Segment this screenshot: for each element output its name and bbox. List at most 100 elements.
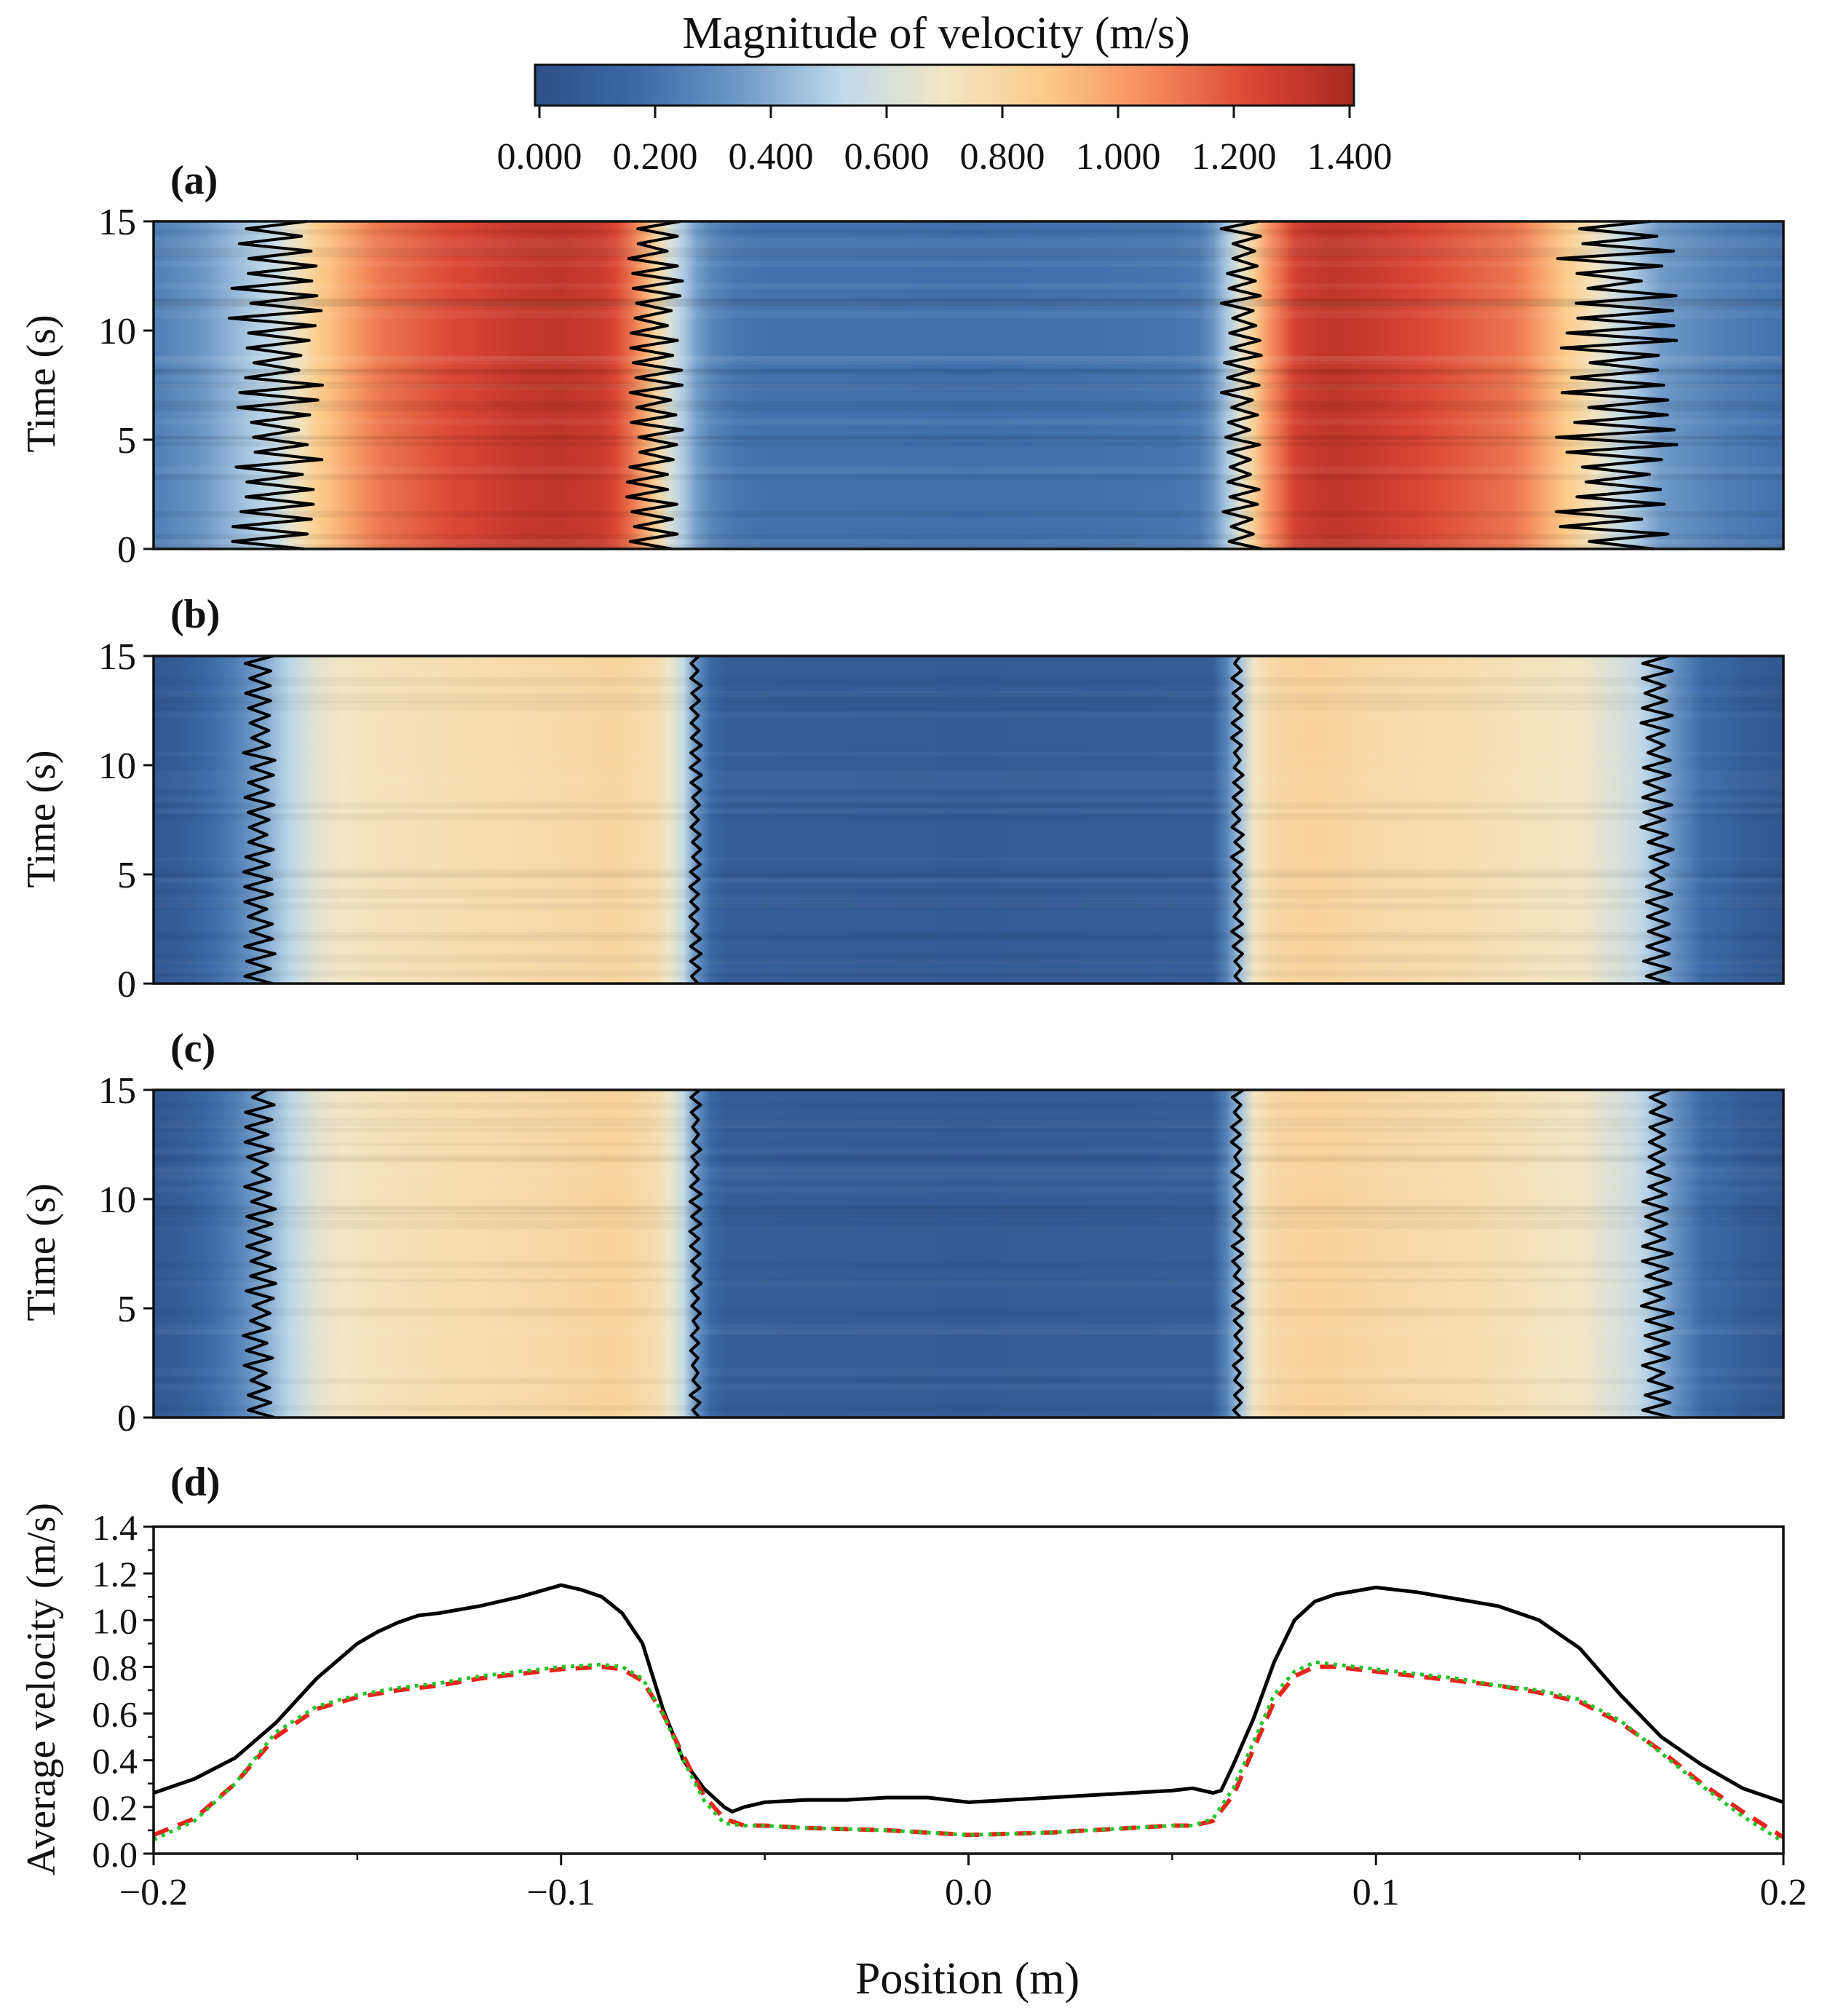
heatmap-streak — [154, 1212, 1783, 1219]
heatmap-streak — [154, 283, 1783, 290]
heatmap-streak — [154, 889, 1783, 893]
y-tick-label: 0.6 — [92, 1694, 138, 1735]
heatmap-streak — [154, 544, 1783, 550]
contour-line — [688, 1088, 703, 1419]
contour-line — [625, 220, 684, 550]
y-tick-label: 0.8 — [92, 1647, 138, 1688]
contour-line — [242, 655, 277, 985]
heatmap-streak — [154, 813, 1783, 821]
heatmap-streak — [154, 1176, 1783, 1179]
colorbar-tick-label: 0.200 — [613, 136, 698, 178]
contour-line — [242, 1088, 277, 1419]
colorbar-tick-label: 0.600 — [844, 136, 930, 178]
heatmap-streak — [154, 1187, 1783, 1193]
heatmap-c — [154, 1090, 1783, 1418]
heatmap-streak — [154, 1169, 1783, 1171]
heatmap-streak — [154, 237, 1783, 248]
y-tick-label: 10 — [98, 311, 136, 352]
panel-d: (d) Average velocity (m/s) Position (m) … — [19, 1460, 1807, 2004]
x-tick-label: 0.1 — [1352, 1872, 1400, 1913]
heatmap-streak — [154, 873, 1783, 878]
y-tick-label: 0.2 — [92, 1787, 138, 1828]
contour-line — [1554, 220, 1679, 550]
heatmap-streak — [154, 247, 1783, 257]
x-tick-label: −0.2 — [119, 1872, 188, 1913]
heatmap-streak — [154, 1157, 1783, 1163]
heatmap-streak — [154, 1418, 1783, 1427]
heatmap-streak — [154, 382, 1783, 390]
heatmap-streak — [154, 752, 1783, 756]
heatmap-streak — [154, 1149, 1783, 1154]
panel-a-label: (a) — [170, 158, 218, 203]
colorbar-tick-label: 0.000 — [497, 136, 582, 178]
y-tick-label: 5 — [117, 420, 136, 462]
heatmap-streak — [154, 405, 1783, 412]
y-tick-label: 0 — [117, 1398, 136, 1439]
colorbar: Magnitude of velocity (m/s) 0.000 0.200 0.… — [497, 9, 1393, 178]
series-line-a — [153, 1583, 1784, 1814]
panel-c-label: (c) — [170, 1026, 215, 1071]
heatmap-streak — [154, 1205, 1783, 1210]
heatmap-streak — [154, 1262, 1783, 1268]
colorbar-gradient — [534, 63, 1355, 107]
heatmap-streak — [154, 1128, 1783, 1131]
heatmap-streak — [154, 384, 1783, 390]
contour-line — [1229, 1088, 1245, 1419]
heatmap-streak — [154, 969, 1783, 973]
panel-b-ylabel: Time (s) — [19, 750, 64, 888]
heatmap-streak — [154, 1143, 1783, 1146]
y-tick-label: 1.0 — [92, 1600, 138, 1641]
series-line-c — [152, 1660, 1785, 1844]
y-tick-label: 1.4 — [92, 1507, 138, 1548]
heatmap-streak — [154, 356, 1783, 365]
y-tick-label: 0 — [117, 529, 136, 571]
heatmap-streak — [154, 1405, 1783, 1411]
heatmap-streak — [154, 1166, 1783, 1176]
heatmap-streak — [154, 229, 1783, 235]
colorbar-tick-label: 1.000 — [1076, 136, 1161, 178]
contour-line — [688, 655, 703, 985]
colorbar-tick-label: 1.200 — [1192, 136, 1277, 178]
heatmap-b — [154, 656, 1783, 984]
heatmap-streak — [154, 466, 1783, 474]
panel-a-ylabel: Time (s) — [19, 315, 64, 452]
heatmap-streak — [154, 436, 1783, 440]
panel-c: (c) Time (s) 0 5 10 15 — [19, 1026, 1785, 1439]
heatmap-streak — [154, 441, 1783, 447]
heatmap-streak — [154, 713, 1783, 718]
contour-line — [1639, 655, 1675, 985]
series-line-b — [152, 1664, 1785, 1840]
heatmap-streak — [154, 1383, 1783, 1391]
colorbar-ticks: 0.000 0.200 0.400 0.600 0.800 1.000 1.200 1.400 — [497, 106, 1393, 178]
panel-d-label: (d) — [170, 1460, 220, 1505]
heatmap-streak — [154, 893, 1783, 898]
contour-line — [1219, 220, 1263, 550]
heatmap-streak — [154, 435, 1783, 440]
y-tick-label: 15 — [98, 636, 136, 678]
heatmap-streak — [154, 301, 1783, 308]
heatmap-streak — [154, 1308, 1783, 1316]
panel-b-frame — [152, 655, 1785, 985]
heatmap-streak — [154, 1119, 1783, 1128]
heatmap-streak — [154, 298, 1783, 307]
panel-d-ylabel: Average velocity (m/s) — [19, 1503, 64, 1875]
y-tick-label: 0.4 — [92, 1741, 138, 1782]
x-tick-label: 0.2 — [1760, 1872, 1807, 1913]
heatmap-streak — [154, 707, 1783, 711]
heatmap-streak — [154, 368, 1783, 373]
heatmap-streak — [154, 1280, 1783, 1286]
panel-a-frame — [152, 220, 1785, 550]
y-tick-label: 5 — [117, 855, 136, 896]
heatmap-streak — [154, 677, 1783, 686]
panel-b-label: (b) — [170, 592, 220, 637]
heatmap-streak — [154, 510, 1783, 518]
colorbar-tick-label: 1.400 — [1307, 136, 1393, 178]
panel-c-frame — [152, 1088, 1785, 1419]
line-plot-area — [154, 1527, 1783, 1854]
y-tick-label: 0.0 — [92, 1834, 138, 1875]
heatmap-streak — [154, 1329, 1783, 1335]
y-tick-label: 0 — [117, 964, 136, 1005]
x-tick-label: 0.0 — [945, 1872, 992, 1913]
colorbar-title: Magnitude of velocity (m/s) — [682, 9, 1189, 58]
